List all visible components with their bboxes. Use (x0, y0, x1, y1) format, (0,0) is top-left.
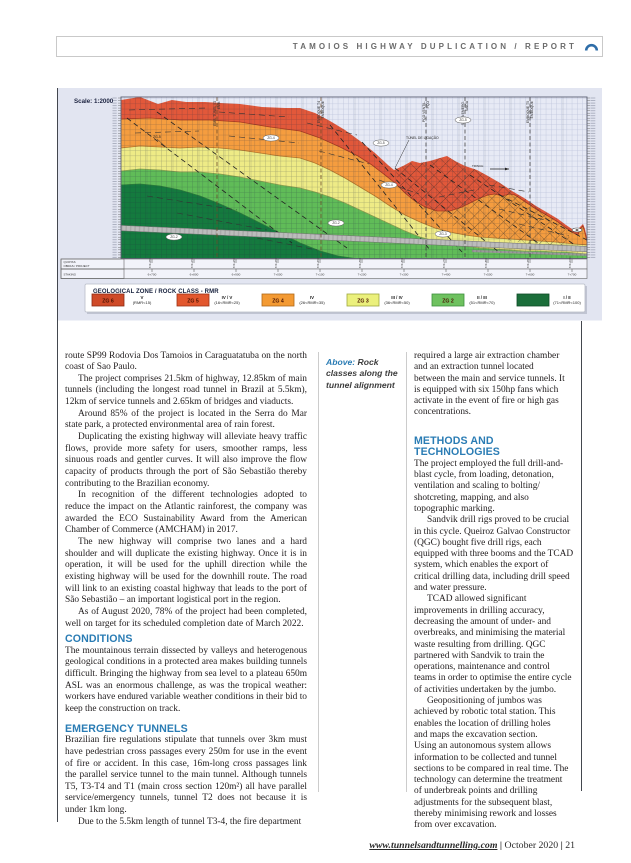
svg-text:EMB. TÚNEL 03: EMB. TÚNEL 03 (212, 101, 217, 126)
svg-text:III / IV: III / IV (391, 295, 403, 300)
svg-text:II / III: II / III (477, 295, 487, 300)
svg-text:679+750: 679+750 (442, 257, 446, 268)
svg-text:(26<RMR<35): (26<RMR<35) (299, 300, 325, 305)
svg-text:7+300: 7+300 (400, 273, 409, 277)
svg-text:ZG 6: ZG 6 (102, 298, 114, 304)
svg-text:TÚNEL DE LIGAÇÃO: TÚNEL DE LIGAÇÃO (406, 135, 439, 140)
svg-text:(16<RMR<25): (16<RMR<25) (214, 300, 240, 305)
svg-text:ZG-5: ZG-5 (153, 135, 161, 139)
svg-text:679+650: 679+650 (400, 257, 404, 268)
svg-text:(51<RMR<70): (51<RMR<70) (469, 300, 495, 305)
svg-text:PÇO VENTIL.: PÇO VENTIL. (422, 101, 426, 122)
svg-text:(71<RMR<100): (71<RMR<100) (553, 300, 581, 305)
svg-text:V: V (141, 295, 144, 300)
svg-text:ZG 2: ZG 2 (442, 298, 454, 304)
svg-text:ZG 3: ZG 3 (357, 298, 369, 304)
svg-text:ZG-3: ZG-3 (439, 232, 446, 236)
svg-text:GEOLOGICAL ZONE / ROCK CLASS -: GEOLOGICAL ZONE / ROCK CLASS - RMR (93, 289, 219, 295)
svg-text:EMB.: EMB. (217, 101, 221, 109)
svg-text:7+700: 7+700 (568, 273, 577, 277)
svg-text:679+050: 679+050 (148, 257, 152, 268)
svg-text:EMBOQUE T4: EMBOQUE T4 (317, 101, 321, 123)
svg-text:TRINCH.: TRINCH. (472, 164, 484, 168)
svg-text:679+550: 679+550 (358, 257, 362, 268)
svg-text:Scale: 1:2000: Scale: 1:2000 (74, 98, 114, 105)
svg-text:679+350: 679+350 (274, 257, 278, 268)
svg-text:SAÍDA: SAÍDA (465, 100, 469, 111)
svg-text:679+950: 679+950 (526, 257, 530, 268)
svg-text:7+200: 7+200 (358, 273, 367, 277)
svg-text:ZG-4: ZG-4 (385, 183, 392, 187)
svg-text:ZG-2: ZG-2 (170, 235, 177, 239)
svg-text:7+600: 7+600 (526, 273, 535, 277)
svg-text:679+1050: 679+1050 (568, 256, 572, 268)
svg-text:679+850: 679+850 (484, 257, 488, 268)
svg-text:ZG-4: ZG-4 (267, 136, 274, 140)
svg-text:EMBOQUE T5: EMBOQUE T5 (526, 101, 530, 123)
svg-text:6+900: 6+900 (232, 273, 241, 277)
svg-text:679+150: 679+150 (190, 257, 194, 268)
svg-text:ZG 4: ZG 4 (272, 298, 284, 304)
svg-text:(36<RMR<50): (36<RMR<50) (384, 300, 410, 305)
svg-text:ZG 5: ZG 5 (187, 298, 199, 304)
svg-text:7+400: 7+400 (442, 273, 451, 277)
svg-text:7+500: 7+500 (484, 273, 493, 277)
svg-text:7+100: 7+100 (316, 273, 325, 277)
svg-text:7+000: 7+000 (274, 273, 283, 277)
svg-text:IV: IV (310, 295, 314, 300)
svg-text:ZG-5: ZG-5 (459, 118, 466, 122)
svg-text:I / II: I / II (563, 295, 570, 300)
svg-text:ZG-5: ZG-5 (377, 141, 384, 145)
svg-text:PÇO: PÇO (426, 101, 430, 109)
svg-text:EMBOQUE: EMBOQUE (530, 100, 534, 118)
svg-text:STAKING: STAKING (64, 272, 77, 276)
svg-text:ZG-2: ZG-2 (332, 221, 339, 225)
svg-text:EMBOQUE: EMBOQUE (321, 100, 325, 118)
svg-text:(RMR<15): (RMR<15) (133, 300, 152, 305)
svg-text:SAÍDA EMERG.: SAÍDA EMERG. (461, 101, 465, 125)
svg-text:OBRAS / PROJECT: OBRAS / PROJECT (64, 264, 90, 268)
svg-text:679+450: 679+450 (316, 257, 320, 268)
svg-text:6+700: 6+700 (148, 273, 157, 277)
svg-text:IV / V: IV / V (222, 295, 233, 300)
svg-text:6+800: 6+800 (190, 273, 199, 277)
svg-text:QUOTAS: QUOTAS (64, 260, 76, 264)
svg-text:679+250: 679+250 (232, 257, 236, 268)
